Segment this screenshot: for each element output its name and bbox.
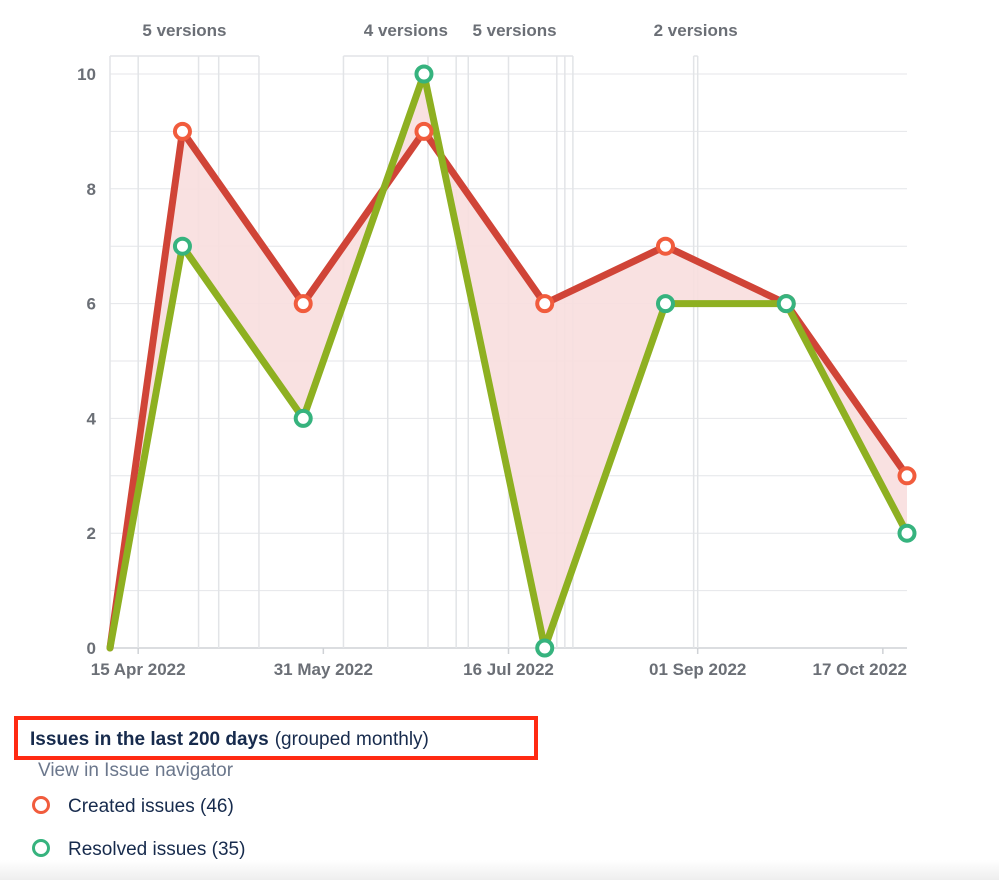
x-tick-label: 16 Jul 2022 [463,660,554,679]
legend-resolved-issues[interactable]: Resolved issues (35) [32,838,246,865]
resolved-issues-point [535,638,555,658]
resolved-issues-point [172,236,192,256]
chart-title: Issues in the last 200 days (grouped mont… [30,729,429,751]
highlight-box [14,716,538,760]
resolved-issues-dot-icon [32,838,50,857]
created-issues-line [106,127,911,652]
legend-created-issues[interactable]: Created issues (46) [32,795,234,822]
created-issues-dot-icon [32,795,50,814]
version-label: 2 versions [654,21,738,40]
legend-created-label: Created issues (46) [68,796,234,817]
resolved-issues-point [776,294,796,314]
x-tick-label: 01 Sep 2022 [649,660,746,679]
x-axis: 15 Apr 2022 31 May 2022 16 Jul 2022 01 Sep … [91,648,907,679]
legend-resolved-label: Resolved issues (35) [68,839,246,860]
created-vs-resolved-chart: 5 versions 4 versions 5 versions 2 versions… [77,21,917,679]
x-tick-label: 31 May 2022 [274,660,373,679]
bottom-fade [0,860,999,880]
series-lines [106,70,911,652]
version-label: 5 versions [142,21,226,40]
y-tick-label: 8 [87,180,96,199]
resolved-issues-point [897,523,917,543]
chart-title-main: Issues in the last 200 days [30,729,269,750]
version-label: 4 versions [364,21,448,40]
chart-title-grouping: (grouped monthly) [274,729,429,750]
y-tick-label: 6 [87,295,96,314]
data-points [172,64,917,658]
resolved-issues-point [414,64,434,84]
resolved-issues-point [293,408,313,428]
y-tick-label: 10 [77,65,96,84]
resolved-issues-point [655,294,675,314]
difference-area [110,74,907,648]
created-issues-point [293,294,313,314]
version-label: 5 versions [472,21,556,40]
x-tick-label: 15 Apr 2022 [91,660,186,679]
created-issues-point [655,236,675,256]
x-tick-label: 17 Oct 2022 [812,660,907,679]
created-issues-point [897,466,917,486]
resolved-issues-line [106,70,911,652]
fill-between-area [110,74,907,648]
view-in-issue-navigator-link[interactable]: View in Issue navigator [38,760,234,781]
created-issues-point [535,294,555,314]
y-tick-label: 2 [87,524,96,543]
y-tick-label: 4 [87,409,97,428]
y-axis: 0 2 4 6 8 10 [77,65,96,658]
created-issues-point [172,121,192,141]
created-issues-point [414,121,434,141]
y-tick-label: 0 [87,639,96,658]
